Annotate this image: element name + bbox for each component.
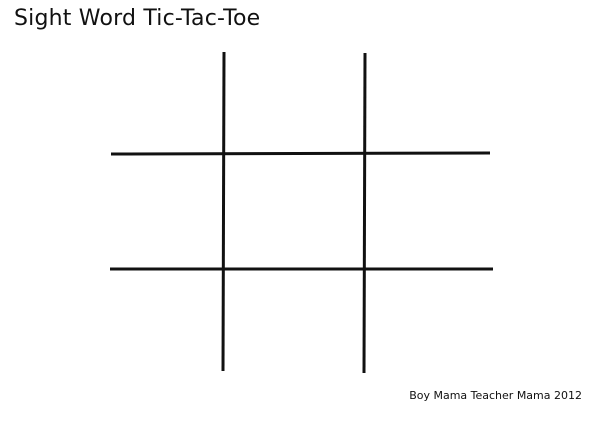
board-cell-2[interactable]	[225, 55, 364, 153]
copyright-credit: Boy Mama Teacher Mama 2012	[409, 389, 582, 402]
grid-line-vertical-right	[362, 52, 367, 374]
board-cell-8[interactable]	[225, 270, 364, 370]
board-cell-5[interactable]	[225, 155, 364, 268]
page-title: Sight Word Tic-Tac-Toe	[14, 6, 261, 31]
board-cell-4[interactable]	[113, 155, 223, 268]
board-cell-9[interactable]	[366, 270, 490, 370]
board-cell-3[interactable]	[366, 55, 490, 153]
board-cell-6[interactable]	[366, 155, 490, 268]
board-cell-1[interactable]	[113, 55, 223, 153]
grid-line-horizontal-top	[110, 151, 491, 156]
grid-line-vertical-left	[221, 51, 226, 372]
board-cell-7[interactable]	[113, 270, 223, 370]
board-cells	[113, 55, 490, 370]
